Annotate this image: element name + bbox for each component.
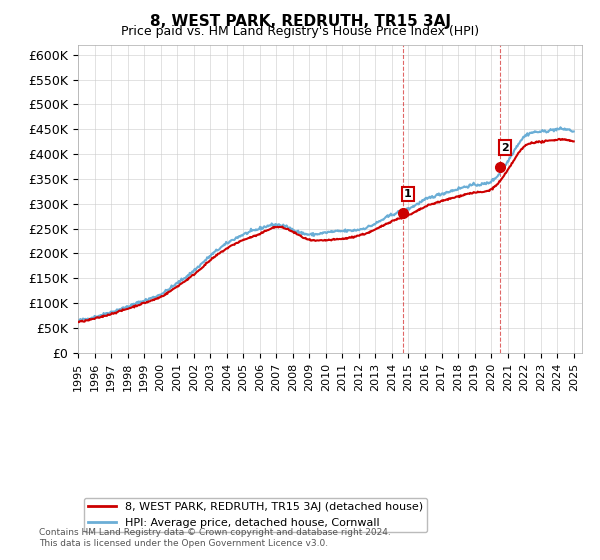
Text: 8, WEST PARK, REDRUTH, TR15 3AJ: 8, WEST PARK, REDRUTH, TR15 3AJ [149, 14, 451, 29]
Text: Contains HM Land Registry data © Crown copyright and database right 2024.
This d: Contains HM Land Registry data © Crown c… [39, 528, 391, 548]
Legend: 8, WEST PARK, REDRUTH, TR15 3AJ (detached house), HPI: Average price, detached h: 8, WEST PARK, REDRUTH, TR15 3AJ (detache… [83, 498, 427, 532]
Text: 1: 1 [404, 189, 412, 199]
Text: 2: 2 [501, 143, 509, 152]
Text: Price paid vs. HM Land Registry's House Price Index (HPI): Price paid vs. HM Land Registry's House … [121, 25, 479, 38]
